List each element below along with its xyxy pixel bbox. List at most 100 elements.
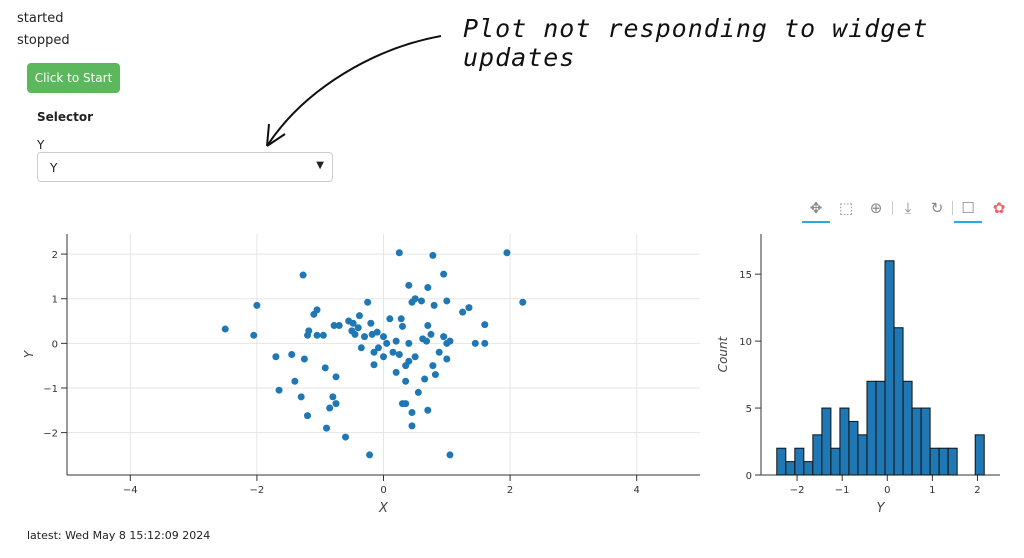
wheel-zoom-icon[interactable]: ⊕	[869, 199, 883, 217]
scatter-point	[342, 433, 350, 441]
scatter-point	[367, 319, 375, 327]
chevron-down-icon: ▼	[316, 160, 324, 171]
scatter-point	[408, 422, 416, 430]
scatter-point	[411, 295, 419, 303]
y-tick-label: 2	[52, 250, 58, 261]
scatter-point	[402, 377, 410, 385]
y-tick-label: 5	[746, 404, 752, 415]
histogram-bar	[785, 461, 796, 476]
scatter-point	[424, 321, 432, 329]
scatter-point	[446, 337, 454, 345]
toolbar-divider	[892, 201, 893, 215]
scatter-point	[361, 333, 369, 341]
scatter-point	[519, 298, 527, 306]
scatter-point	[402, 400, 410, 408]
scatter-point	[392, 368, 400, 376]
x-tick-label: −2	[790, 485, 805, 496]
scatter-point	[332, 400, 340, 408]
scatter-point	[291, 377, 299, 385]
scatter-point	[323, 424, 331, 432]
reset-icon[interactable]: ↻	[930, 199, 944, 217]
selector-dropdown[interactable]: Y ▼	[37, 152, 333, 182]
scatter-point	[297, 393, 305, 401]
scatter-point	[481, 321, 489, 329]
scatter-point	[429, 251, 437, 259]
box-zoom-icon[interactable]: ⬚	[838, 199, 854, 217]
toolbar-divider	[952, 201, 953, 215]
scatter-point	[354, 324, 362, 332]
scatter-point	[329, 393, 337, 401]
annotation-text: Plot not responding to widget updates	[463, 14, 929, 72]
bokeh-logo-icon[interactable]: ✿	[992, 199, 1006, 217]
scatter-point	[392, 337, 400, 345]
histogram-bar	[974, 434, 985, 476]
x-tick-label: 2	[974, 485, 980, 496]
x-axis-label: Y	[877, 501, 886, 516]
scatter-point	[364, 298, 372, 306]
scatter-point	[459, 308, 467, 316]
histogram-bar	[938, 447, 949, 476]
scatter-point	[374, 344, 382, 352]
y-tick-label: −2	[43, 429, 58, 440]
scatter-point	[288, 351, 296, 358]
pan-icon[interactable]: ✥	[802, 196, 830, 223]
scatter-point	[440, 270, 448, 278]
scatter-point	[321, 364, 329, 372]
scatter-point	[366, 451, 374, 459]
scatter-point	[313, 306, 321, 314]
scatter-point	[431, 371, 439, 379]
histogram-bar	[776, 447, 787, 476]
histogram-bar	[866, 380, 877, 476]
save-icon[interactable]: ⤓	[904, 199, 912, 217]
scatter-point	[300, 355, 308, 363]
x-tick-label: −4	[123, 485, 138, 496]
x-tick-label: 0	[884, 485, 890, 496]
x-tick-label: 0	[380, 485, 386, 496]
histogram-bar	[803, 461, 814, 476]
scatter-point	[503, 249, 511, 257]
scatter-point	[405, 357, 413, 365]
scatter-point	[481, 339, 489, 347]
y-axis-label: Count	[716, 335, 730, 372]
histogram-bar	[929, 447, 940, 476]
histogram-bar	[830, 447, 841, 476]
annotation-arrow	[266, 35, 442, 147]
scatter-point	[380, 333, 387, 341]
scatter-point	[357, 344, 365, 352]
y-tick-label: 0	[746, 471, 752, 482]
scatter-point	[299, 271, 307, 279]
scatter-point	[389, 348, 397, 356]
x-tick-label: 4	[634, 485, 640, 496]
histogram-plot[interactable]: −2 −1 0 1 2 0 5 10 15 Y Count	[710, 220, 1024, 520]
scatter-point	[471, 339, 479, 347]
scatter-point	[414, 388, 422, 396]
scatter-point	[424, 406, 432, 414]
scatter-point	[221, 325, 229, 333]
x-tick-label: −2	[250, 485, 265, 496]
histogram-bar	[902, 380, 913, 476]
scatter-point	[326, 404, 334, 412]
scatter-point	[424, 284, 432, 292]
scatter-point	[272, 353, 280, 361]
histogram-bar	[947, 447, 958, 476]
histogram-bar	[884, 260, 895, 476]
scatter-point	[351, 330, 359, 338]
x-axis-label: X	[378, 501, 389, 516]
scatter-point	[313, 331, 321, 339]
scatter-point	[429, 362, 437, 370]
scatter-point	[443, 355, 451, 363]
scatter-point	[319, 331, 327, 339]
scatter-point	[395, 249, 403, 257]
scatter-plot[interactable]: −4 −2 0 2 4 −2 −1 0 1 2 X Y	[0, 220, 710, 520]
scatter-point	[430, 301, 438, 309]
y-tick-label: −1	[43, 384, 58, 395]
y-tick-label: 0	[52, 339, 58, 350]
scatter-point	[465, 304, 473, 312]
start-button[interactable]: Click to Start	[27, 63, 120, 93]
scatter-point	[250, 331, 258, 339]
scatter-point	[383, 339, 391, 347]
hover-icon[interactable]: ☐	[954, 196, 982, 223]
y-axis-label: Y	[22, 349, 36, 358]
scatter-point	[275, 386, 283, 394]
scatter-point	[355, 312, 363, 320]
